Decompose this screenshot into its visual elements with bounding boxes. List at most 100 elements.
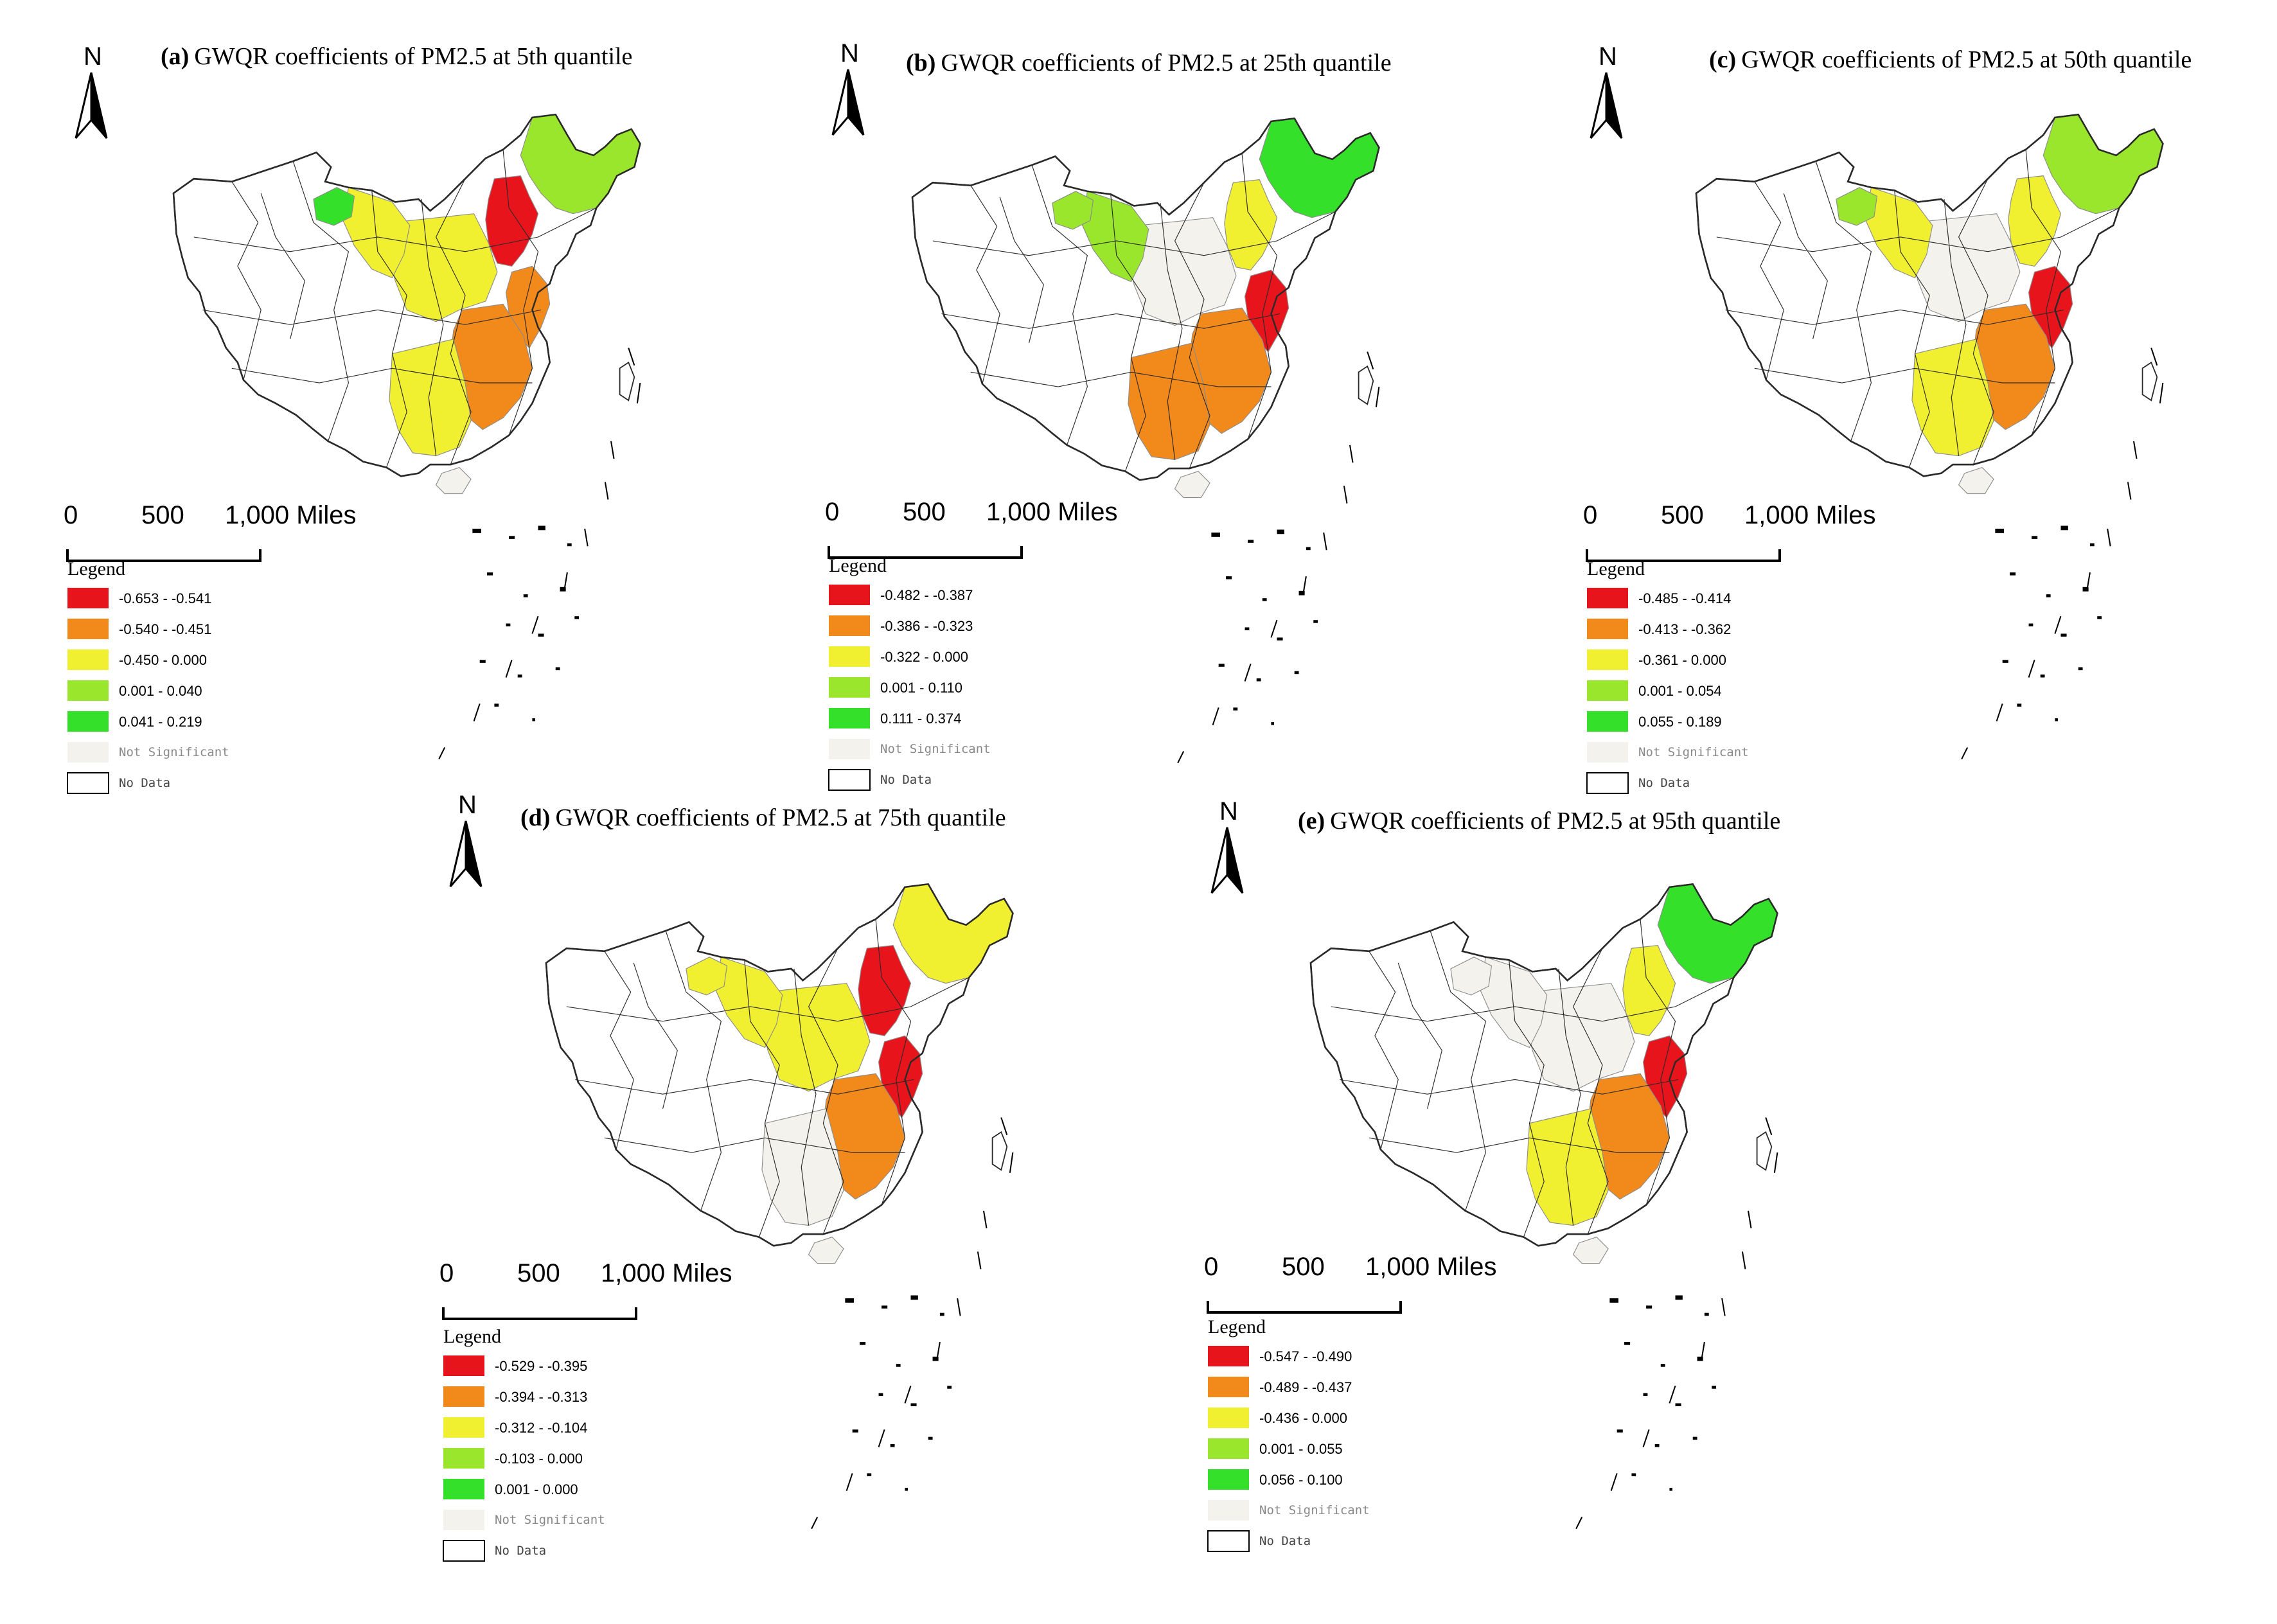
island-mark <box>905 1488 908 1491</box>
island-mark <box>494 703 499 707</box>
legend-swatch-no-data <box>828 769 871 791</box>
sea-boundary-dash <box>1009 1152 1014 1173</box>
scale-bar: 0 500 1,000 Miles <box>1583 501 1876 562</box>
north-arrow-icon <box>831 69 865 136</box>
island-mark <box>2002 660 2008 663</box>
region-south <box>761 1108 844 1226</box>
province-boundary <box>1944 199 1967 456</box>
island-mark <box>567 543 572 547</box>
scale-tick-1000-miles: 1,000 Miles <box>1365 1253 1497 1281</box>
sea-boundary-dash <box>2127 482 2132 500</box>
legend-swatch <box>1208 1408 1249 1428</box>
island-mark <box>852 1429 858 1433</box>
sea-boundary-dash <box>1349 445 1354 463</box>
island-mark <box>910 1295 918 1300</box>
sea-boundary-dash <box>936 1341 941 1360</box>
region-north <box>1622 945 1676 1037</box>
legend-swatch-no-data <box>443 1540 485 1562</box>
north-arrow-icon <box>1590 72 1623 139</box>
island-mark <box>532 718 535 721</box>
legend-swatch <box>1587 588 1628 608</box>
island-mark <box>845 1298 854 1303</box>
island-mark <box>1271 722 1274 725</box>
legend-swatch-not-significant <box>829 739 870 759</box>
island-mark <box>878 1393 883 1397</box>
sea-boundary-dash <box>1375 386 1380 407</box>
legend-no-data-label: No Data <box>119 776 170 790</box>
province-boundary <box>260 193 305 340</box>
island-mark <box>1624 1342 1631 1345</box>
island-mark <box>1704 1312 1709 1316</box>
island-mark <box>2032 536 2038 539</box>
island-mark <box>1643 1393 1648 1397</box>
province-boundary <box>604 951 634 1150</box>
panel-label: (e) <box>1298 808 1325 834</box>
island-mark <box>1277 529 1284 534</box>
sea-boundary-dash <box>1212 707 1219 725</box>
island-mark <box>1256 678 1261 682</box>
south-china-sea-inset <box>1961 348 2164 760</box>
legend-range-label: -0.312 - -0.104 <box>495 1420 587 1436</box>
sea-boundary-dash <box>846 1473 853 1491</box>
legend-range-label: -0.413 - -0.362 <box>1638 621 1731 637</box>
province-boundary <box>421 199 444 456</box>
taiwan-outline <box>1756 1131 1773 1171</box>
sea-boundary-dash <box>1575 1517 1583 1530</box>
island-mark <box>932 1356 939 1361</box>
legend-swatch <box>829 585 870 605</box>
island-mark <box>479 660 486 663</box>
legend-title: Legend <box>443 1326 501 1347</box>
province-boundary <box>1815 161 1872 441</box>
panel-title-text: GWQR coefficients of PM2.5 at 50th quant… <box>1741 46 2192 73</box>
legend-swatch <box>1587 649 1628 670</box>
sea-boundary-dash <box>1270 619 1278 638</box>
island-mark <box>1609 1298 1618 1303</box>
province-boundary <box>793 968 817 1226</box>
south-china-sea-inset <box>811 1117 1014 1530</box>
legend-range-label: -0.485 - -0.414 <box>1638 590 1731 606</box>
legend-swatch <box>1208 1377 1249 1397</box>
province-boundary <box>575 1079 914 1095</box>
map-panel-d: (d) GWQR coefficients of PM2.5 at 75th qu… <box>439 791 1014 1562</box>
legend-range-label: -0.103 - 0.000 <box>495 1451 583 1467</box>
sea-boundary-dash <box>584 528 589 547</box>
sea-boundary-dash <box>473 703 481 721</box>
province-boundary <box>1174 182 1210 469</box>
province-boundary <box>1716 207 2120 252</box>
province-boundary <box>1397 962 1442 1109</box>
panel-title-text: GWQR coefficients of PM2.5 at 25th quant… <box>941 49 1391 76</box>
sea-boundary-dash <box>1000 1117 1008 1136</box>
sea-boundary-dash <box>505 659 513 678</box>
sea-boundary-dash <box>1343 486 1348 504</box>
legend: Legend -0.547 - -0.490 -0.489 - -0.437 -0.4… <box>1207 1316 1370 1552</box>
region-hexi <box>1836 187 1878 226</box>
legend-swatch <box>1208 1438 1249 1459</box>
legend-range-label: 0.001 - 0.054 <box>1638 683 1722 699</box>
north-arrow-label: N <box>1219 797 1238 825</box>
island-mark <box>2082 587 2089 592</box>
legend-swatch-no-data <box>67 772 109 794</box>
map-panel-b: (b) GWQR coefficients of PM2.5 at 25th qu… <box>825 39 1392 791</box>
island-mark <box>2060 525 2068 531</box>
province-boundary <box>292 161 350 441</box>
region-hexi <box>1052 191 1094 230</box>
province-boundary <box>1509 960 1545 1237</box>
province-boundary <box>566 977 970 1022</box>
scale-bar: 0 500 1,000 Miles <box>825 498 1118 559</box>
island-mark <box>928 1436 933 1440</box>
island-mark <box>1313 620 1318 623</box>
sea-boundary-dash <box>878 1429 885 1447</box>
sea-boundary-dash <box>1323 532 1327 551</box>
region-south <box>1526 1108 1609 1226</box>
legend-no-data-label: No Data <box>495 1544 546 1558</box>
panel-title-text: GWQR coefficients of PM2.5 at 75th quant… <box>555 804 1006 831</box>
legend-swatch <box>1587 680 1628 701</box>
sea-boundary-dash <box>1961 747 1969 760</box>
sea-boundary-dash <box>1302 576 1307 594</box>
sea-boundary-dash <box>610 441 615 459</box>
island-mark <box>882 1305 888 1309</box>
legend-swatch <box>829 677 870 698</box>
legend-swatch <box>1587 711 1628 732</box>
island-mark <box>1697 1356 1703 1361</box>
province-boundary <box>1369 1137 1670 1153</box>
